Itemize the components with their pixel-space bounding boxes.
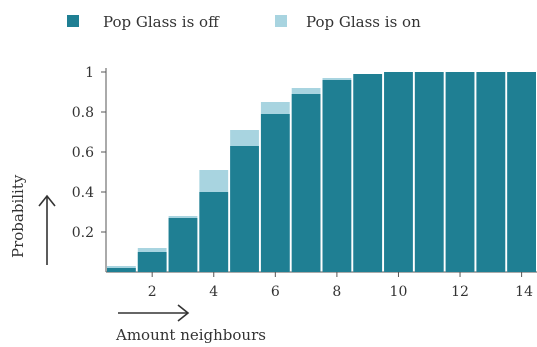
y-tick-label: 0.2	[72, 225, 94, 241]
x-axis-ticks: 2 4 6 8 10 12 14	[148, 272, 533, 300]
x-tick-label: 12	[451, 284, 469, 300]
bar-off-7	[291, 94, 321, 272]
bar-off-5	[230, 146, 259, 272]
bar-off-8	[322, 80, 352, 272]
bar-off-12	[445, 72, 475, 272]
bar-off-3	[168, 218, 198, 272]
bar-off-9	[353, 74, 383, 272]
y-tick-label: 0.8	[72, 105, 94, 121]
bar-off-1	[107, 268, 136, 272]
x-tick-label: 8	[332, 284, 341, 300]
bar-off-11	[414, 72, 444, 272]
x-tick-label: 14	[515, 284, 533, 300]
y-tick-label: 1	[85, 65, 94, 81]
x-axis-label: Amount neighbours	[115, 326, 266, 344]
legend-label-on: Pop Glass is on	[306, 13, 421, 31]
bar-off-10	[384, 72, 413, 272]
y-axis-label: Probability	[9, 174, 27, 258]
bar-off-4	[199, 192, 229, 272]
y-axis-arrow	[38, 194, 56, 265]
x-tick-label: 10	[390, 284, 408, 300]
bar-off-6	[260, 114, 290, 272]
bars-series-off	[107, 72, 536, 272]
y-tick-label: 0.4	[72, 185, 94, 201]
bar-off-14	[507, 72, 536, 272]
legend-label-off: Pop Glass is off	[103, 13, 220, 31]
x-axis-arrow	[118, 304, 190, 322]
legend-swatch-off	[67, 15, 79, 27]
bar-off-2	[137, 252, 167, 272]
bar-off-13	[476, 72, 506, 272]
x-tick-label: 6	[271, 284, 280, 300]
legend-swatch-on	[275, 15, 287, 27]
y-axis-ticks: 0.2 0.4 0.6 0.8 1	[72, 65, 106, 241]
x-tick-label: 2	[148, 284, 157, 300]
legend: Pop Glass is off Pop Glass is on	[67, 13, 421, 31]
x-tick-label: 4	[209, 284, 218, 300]
y-tick-label: 0.6	[72, 145, 94, 161]
